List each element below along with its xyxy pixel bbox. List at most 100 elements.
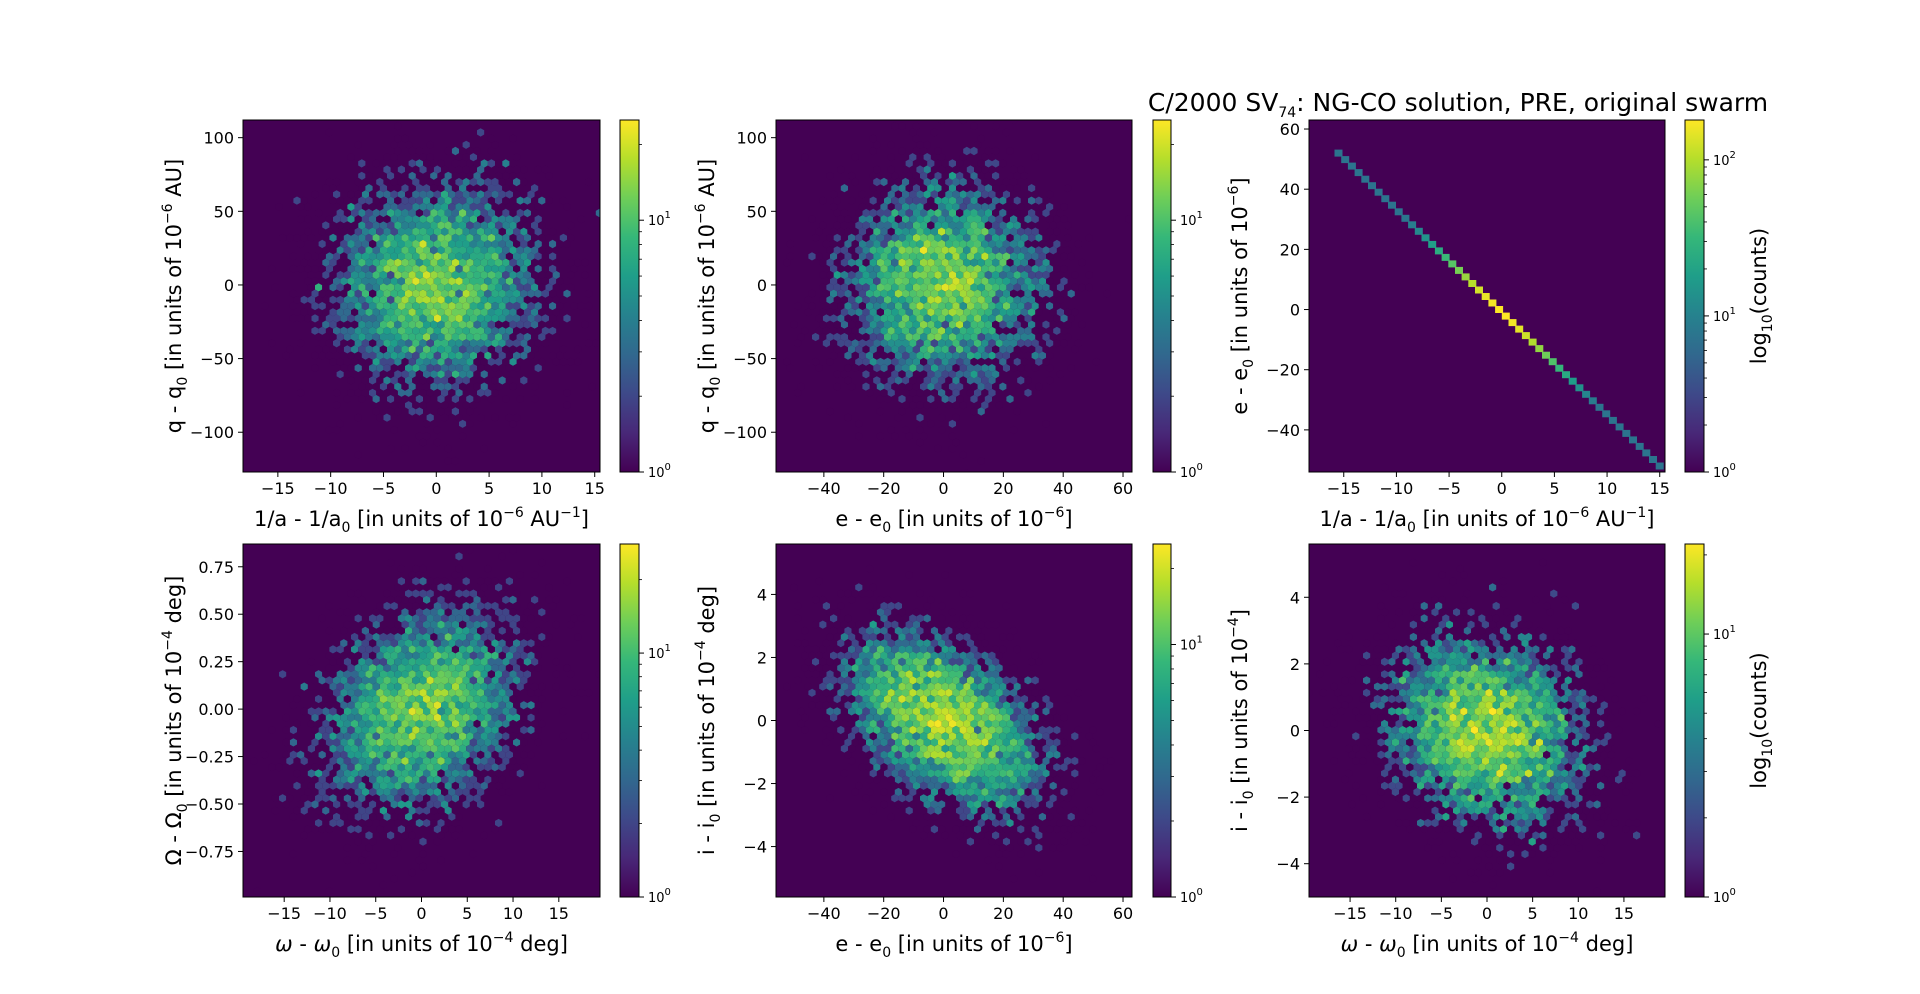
hexbin-cell [423, 196, 431, 205]
hexbin-cell [1024, 215, 1032, 224]
hexbin-cell [1056, 246, 1064, 255]
hexbin-cell [869, 756, 877, 766]
hexbin-cell [473, 608, 481, 617]
hexbin-cell [956, 620, 964, 629]
hexbin-cell [902, 787, 910, 797]
hexbin-cell [862, 670, 870, 679]
hexbin-cell [505, 301, 513, 311]
hexbin-cell [509, 382, 517, 391]
hexbin-cell [923, 264, 931, 273]
hexbin-cell [545, 632, 553, 642]
hexbin-cell [934, 196, 942, 205]
hexbin-cell [513, 589, 521, 598]
hexbin-cell [451, 246, 459, 255]
hexbin-cell [419, 438, 427, 447]
hexbin-cell [948, 345, 956, 354]
hexbin-cell [351, 707, 359, 716]
hexbin-cell [956, 246, 964, 255]
hexbin-cell [909, 376, 917, 385]
hexbin-cell [419, 663, 427, 673]
hexbin-cell [981, 825, 989, 834]
hexbin-cell [905, 732, 913, 741]
hexbin-cell [966, 800, 974, 809]
hexbin-cell [340, 289, 348, 298]
hexbin-cell [981, 326, 989, 335]
hexbin-cell [884, 283, 892, 292]
hexbin-cell [819, 221, 827, 230]
hexbin-cell [783, 258, 791, 267]
hexbin-cell [833, 645, 841, 654]
hexbin-cell [884, 332, 892, 342]
hexbin-cell [999, 843, 1007, 852]
hexbin-cell [923, 376, 931, 385]
hexbin-cell [405, 725, 413, 735]
hexbin-cell [423, 432, 431, 441]
hexbin-cell [300, 707, 308, 716]
hexbin-cell [315, 806, 323, 815]
hexbin-cell [1442, 812, 1450, 821]
hexbin-cell [992, 781, 1000, 790]
hexbin-cell [455, 725, 463, 735]
hexbin-cell [1002, 314, 1010, 323]
hexbin-cell [1056, 370, 1064, 379]
hexbin-cell [401, 806, 409, 815]
hexbin-cell [462, 750, 470, 759]
hexbin-cell [966, 651, 974, 660]
hexbin-cell [956, 184, 964, 193]
hexbin-cell [423, 270, 431, 280]
hexbin-cell [466, 657, 474, 666]
hexbin-cell [884, 608, 892, 617]
hexbin-cell [405, 651, 413, 660]
hexbin-cell [462, 351, 470, 360]
hexbin-cell [383, 713, 391, 722]
hexbin-cell [1049, 781, 1057, 790]
hexbin-cell [898, 295, 906, 304]
hexbin-cell [887, 388, 895, 397]
hexbin-cell [574, 345, 582, 354]
hexbin-cell [912, 818, 920, 828]
hexbin-cell [484, 177, 492, 187]
hexbin-cell [325, 688, 333, 697]
hexbin-cell [999, 806, 1007, 815]
hexbin-cell [1042, 283, 1050, 292]
hexbin-cell [358, 794, 366, 803]
hexbin-cell [1002, 177, 1010, 187]
hexbin-cell [426, 165, 434, 174]
x-axis-label: 1/a - 1/a0 [in units of 10−6 AU−1] [254, 505, 589, 536]
hexbin-cell [808, 215, 816, 224]
hexbin-cell [455, 388, 463, 397]
hexbin-cell [340, 326, 348, 335]
hexbin-cell [498, 264, 506, 273]
hexbin-cell [505, 663, 513, 673]
hexbin-cell [426, 227, 434, 236]
hexbin-cell [401, 370, 409, 379]
hexbin-cell [351, 221, 359, 230]
hexbin-cell [336, 246, 344, 255]
hexbin-cell [1060, 787, 1068, 797]
hexbin-cell [469, 326, 477, 335]
hexbin-cell [441, 663, 449, 673]
hexbin-cell [977, 134, 985, 143]
hexbin-cell [977, 456, 985, 466]
hexbin-cell [498, 787, 506, 797]
hexbin-cell [441, 190, 449, 199]
hexbin-cell [462, 301, 470, 311]
hexbin-cell [977, 694, 985, 704]
hexbin-cell [538, 196, 546, 205]
hexbin-cell [437, 320, 445, 329]
hexbin-cell [866, 326, 874, 335]
hexbin-cell [1010, 688, 1018, 697]
hexbin-cell [343, 620, 351, 629]
hexbin-cell [311, 351, 319, 360]
hexbin-cell [988, 651, 996, 660]
hexbin-cell [423, 744, 431, 753]
y-tick-label: 100 [736, 129, 767, 148]
hexbin-cell [541, 264, 549, 273]
hexbin-cell [430, 246, 438, 255]
hexbin-cell [459, 595, 467, 604]
hexbin-cell [837, 215, 845, 224]
hexbin-cell [484, 252, 492, 261]
hexbin-cell [426, 376, 434, 385]
hexbin-cell [873, 177, 881, 187]
y-tick-label: 0 [1290, 301, 1300, 320]
